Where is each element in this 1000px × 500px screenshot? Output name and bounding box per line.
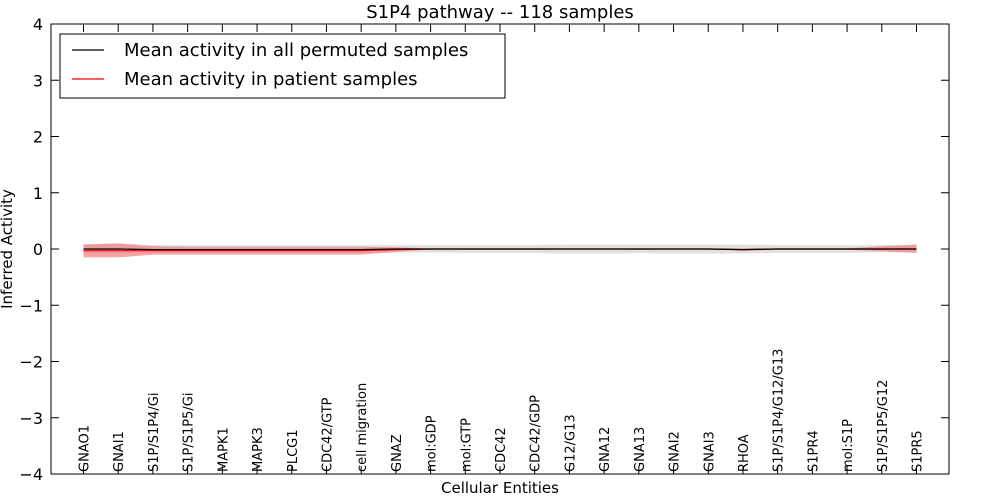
x-category-label: cell migration bbox=[355, 383, 370, 472]
x-category-label: S1P/S1P5/Gi bbox=[182, 393, 197, 472]
x-category-label: GNA13 bbox=[633, 427, 648, 472]
legend-label-patient: Mean activity in patient samples bbox=[124, 69, 418, 90]
x-category-label: GNA12 bbox=[598, 427, 613, 472]
x-category-label: MAPK1 bbox=[216, 427, 231, 472]
x-category-label: MAPK3 bbox=[251, 427, 266, 472]
x-category-label: GNAO1 bbox=[78, 425, 93, 472]
line-series-0 bbox=[83, 248, 917, 251]
legend-label-permuted: Mean activity in all permuted samples bbox=[124, 40, 468, 61]
x-category-label: CDC42 bbox=[494, 427, 509, 472]
x-category-label: mol:S1P bbox=[841, 419, 856, 472]
x-category-label: CDC42/GTP bbox=[321, 397, 336, 472]
x-category-label: PLCG1 bbox=[286, 429, 301, 472]
y-tick-label: 3 bbox=[33, 71, 43, 90]
y-axis-title: Inferred Activity bbox=[0, 189, 16, 309]
x-category-label: S1P/S1P5/G12 bbox=[876, 380, 891, 472]
x-category-label: S1P/S1P4/G12/G13 bbox=[772, 349, 787, 472]
x-category-label: S1PR5 bbox=[911, 430, 926, 472]
x-category-label: mol:GDP bbox=[425, 415, 440, 472]
x-category-label: S1P/S1P4/Gi bbox=[147, 393, 162, 472]
x-category-label: G12/G13 bbox=[563, 414, 578, 472]
x-category-label: GNAI2 bbox=[668, 431, 683, 472]
y-tick-label: −3 bbox=[19, 409, 43, 428]
y-tick-label: 4 bbox=[33, 15, 43, 34]
y-tick-label: −1 bbox=[19, 296, 43, 315]
legend-box bbox=[59, 33, 506, 99]
y-tick-label: 2 bbox=[33, 128, 43, 147]
y-tick-label: −2 bbox=[19, 353, 43, 372]
x-axis-title: Cellular Entities bbox=[441, 479, 559, 497]
x-category-label: CDC42/GDP bbox=[529, 395, 544, 472]
legend: Mean activity in all permuted samples Me… bbox=[59, 33, 506, 99]
x-category-label: S1PR4 bbox=[806, 430, 821, 472]
band-series-1 bbox=[83, 243, 917, 258]
y-tick-labels: 4 3 2 1 0 −1 −2 −3 −4 bbox=[19, 15, 43, 484]
chart-title: S1P4 pathway -- 118 samples bbox=[366, 2, 634, 23]
series-lines bbox=[83, 248, 917, 252]
x-category-label: mol:GTP bbox=[459, 418, 474, 472]
x-category-labels: GNAO1 GNAI1 S1P/S1P4/Gi S1P/S1P5/Gi MAPK1 MAP… bbox=[78, 349, 926, 472]
x-category-label: GNAI1 bbox=[112, 431, 127, 472]
y-tick-label: −4 bbox=[19, 465, 43, 484]
y-tick-label: 0 bbox=[33, 240, 43, 259]
x-category-label: RHOA bbox=[737, 434, 752, 472]
x-category-label: GNAZ bbox=[390, 434, 405, 472]
plot-area-frame bbox=[50, 23, 950, 475]
y-tick-label: 1 bbox=[33, 184, 43, 203]
x-category-label: GNAI3 bbox=[702, 431, 717, 472]
